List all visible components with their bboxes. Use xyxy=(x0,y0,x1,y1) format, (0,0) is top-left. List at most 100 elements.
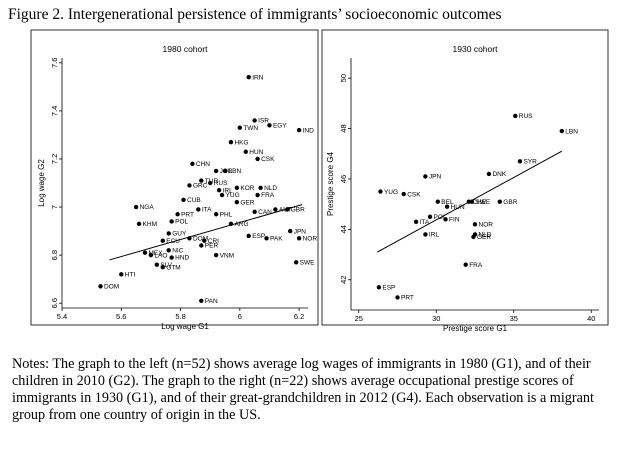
right-point-bel xyxy=(435,199,440,204)
left-point-gbr xyxy=(285,207,290,212)
left-point-label: NOR xyxy=(303,235,318,242)
left-point-label: ARG xyxy=(234,221,248,228)
right-point-label: NOR xyxy=(479,222,494,229)
left-point-label: PER xyxy=(205,243,219,250)
left-point-lao xyxy=(148,252,154,258)
right-point-hun xyxy=(444,204,450,209)
right-point-ger xyxy=(471,234,476,240)
left-point-vnm xyxy=(213,252,219,258)
left-point-label: NLD xyxy=(264,185,277,192)
left-point-lbn xyxy=(222,168,228,174)
left-point-jpn xyxy=(288,228,293,234)
right-y-axis-title: Prestige score G4 xyxy=(326,151,335,216)
left-point-nic xyxy=(166,248,171,253)
right-x-tick-label: 35 xyxy=(510,314,518,323)
left-point-rus xyxy=(207,180,213,186)
right-y-tick-label: 48 xyxy=(339,124,348,132)
left-point-ecu xyxy=(160,238,165,243)
left-point-label: GUY xyxy=(172,231,187,238)
left-y-axis-title: Log wage G2 xyxy=(37,159,46,207)
right-point-csk xyxy=(401,191,406,197)
left-point-fra xyxy=(255,192,260,198)
right-point-dnk xyxy=(486,171,492,177)
left-point-label: ECU xyxy=(166,238,180,245)
right-point-label: CHE xyxy=(472,199,486,206)
right-x-tick-label: 25 xyxy=(355,314,363,323)
left-point-label: CSK xyxy=(261,156,275,163)
left-point-kor xyxy=(234,185,240,191)
left-point-label: FRA xyxy=(261,192,275,199)
left-point-tur xyxy=(199,178,204,183)
left-chart-panel: 1980 cohort 5.4 5.6 5.8 6 6.2 6.6 6.8 7 7.2 7.4 7.6… xyxy=(30,29,319,331)
left-point-label: VNM xyxy=(220,252,234,259)
left-point-label: TWN xyxy=(243,125,258,132)
left-point-prt xyxy=(175,212,180,217)
right-point-label: DNK xyxy=(492,171,506,178)
right-point-irl xyxy=(423,232,428,237)
left-point-label: SWE xyxy=(300,260,315,267)
left-point-label: GER xyxy=(240,199,254,206)
right-point-label: JPN xyxy=(429,174,442,181)
right-point-label: GBR xyxy=(503,199,517,206)
left-y-tick-label: 7.2 xyxy=(50,154,59,164)
left-point-esp xyxy=(246,233,251,239)
left-point-gtm xyxy=(160,264,165,270)
left-point-label: GTM xyxy=(166,264,180,271)
left-point-label: ISR xyxy=(258,118,269,125)
left-x-axis-title: Log wage G1 xyxy=(161,322,209,331)
right-point-syr xyxy=(517,159,523,164)
left-y-tick-label: 7.6 xyxy=(50,58,59,68)
left-point-khm xyxy=(136,221,142,227)
left-point-label: HUN xyxy=(249,149,263,156)
right-point-label: HUN xyxy=(451,204,465,211)
left-x-tick-label: 6 xyxy=(238,312,242,321)
left-point-swe xyxy=(293,260,299,265)
left-point-label: JPN xyxy=(294,228,307,235)
right-chart-frame xyxy=(321,29,609,326)
left-point-egy xyxy=(267,123,272,128)
left-point-label: HND xyxy=(175,255,189,262)
left-point-nga xyxy=(133,204,139,210)
left-point-dom xyxy=(187,236,192,241)
left-x-tick-label: 5.8 xyxy=(175,312,185,321)
right-point-gbr xyxy=(497,199,502,204)
right-point-label: NLD xyxy=(479,232,492,239)
right-chart-panel: 1930 cohort 25 30 35 40 42 44 46 48 50 Prestige sc… xyxy=(321,29,609,333)
left-point-label: IRN xyxy=(252,74,264,81)
right-x-tick-label: 40 xyxy=(587,314,595,323)
left-point-phl xyxy=(213,212,219,217)
left-point-label: IND xyxy=(303,127,315,134)
left-point-can xyxy=(252,209,257,215)
left-point-label: HTI xyxy=(125,272,136,279)
left-point-label: CHN xyxy=(196,161,210,168)
right-point-label: GER xyxy=(477,234,491,241)
left-point-mex xyxy=(142,250,148,255)
left-point-pak xyxy=(264,236,269,241)
left-point-label: LAO xyxy=(154,252,167,259)
right-y-tick-label: 44 xyxy=(339,225,348,233)
left-x-tick-label: 6.2 xyxy=(294,312,304,321)
left-point-nld xyxy=(258,185,263,191)
left-point-label: SLV xyxy=(160,262,172,269)
right-point-prt xyxy=(395,295,400,300)
left-point-label: POL xyxy=(175,219,188,226)
left-point-label: NGA xyxy=(140,204,155,211)
left-point-hnd xyxy=(169,255,174,260)
left-y-tick-label: 6.8 xyxy=(50,250,59,260)
right-point-lbn xyxy=(559,128,564,134)
right-point-label: RUS xyxy=(519,113,533,120)
left-point-label: KHM xyxy=(143,221,157,228)
right-point-label: CSK xyxy=(407,191,421,198)
right-point-esp xyxy=(376,285,382,290)
right-point-ita xyxy=(413,219,419,224)
figure-canvas: 1980 cohort 5.4 5.6 5.8 6 6.2 6.6 6.8 7 7.2 7.4 7.6… xyxy=(30,29,609,333)
right-point-label: PRT xyxy=(401,295,414,302)
right-chart-title: 1930 cohort xyxy=(453,44,499,54)
left-y-tick-label: 6.6 xyxy=(50,298,59,308)
left-point-arg xyxy=(228,221,234,227)
left-point-isr xyxy=(252,118,257,123)
left-fit-line xyxy=(109,204,303,261)
left-point-label: GBR xyxy=(291,207,305,214)
left-point-pan xyxy=(199,298,204,303)
right-point-label: FIN xyxy=(449,216,460,223)
